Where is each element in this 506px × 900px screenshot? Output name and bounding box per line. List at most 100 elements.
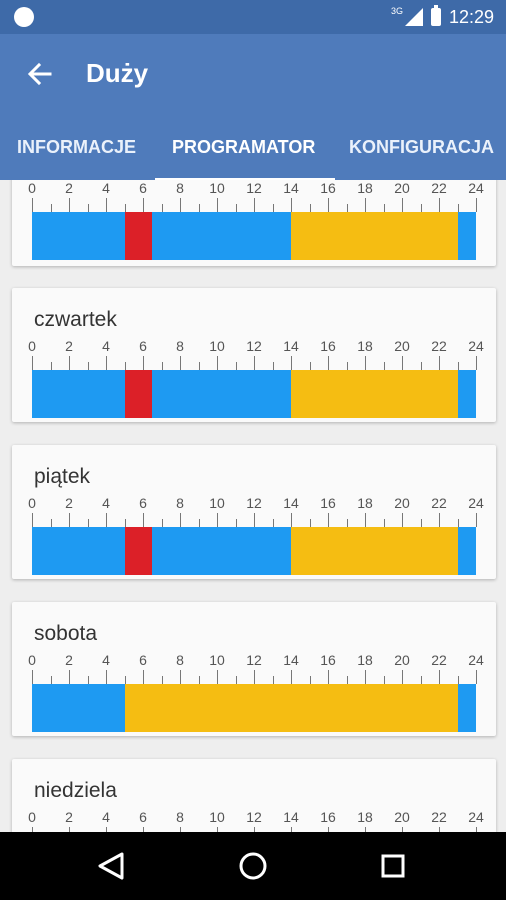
hour-tick <box>217 670 218 684</box>
schedule-bar[interactable] <box>32 370 476 418</box>
schedule-segment[interactable] <box>457 527 476 575</box>
hour-tick <box>180 670 181 684</box>
hour-tick <box>328 198 329 212</box>
hour-label: 22 <box>431 652 447 668</box>
status-icons: 3G 12:29 <box>391 0 494 34</box>
hour-tick <box>32 356 33 370</box>
hour-tick <box>217 827 218 832</box>
schedule-segment[interactable] <box>124 212 153 260</box>
hour-tick <box>217 356 218 370</box>
hour-tick <box>235 204 237 212</box>
hour-tick <box>87 204 89 212</box>
schedule-list[interactable]: 0 2 4 6 8 10 12 14 16 18 20 22 24 czwartek 0 2 4 6 8 10 12 14… <box>0 180 506 832</box>
tab-konfiguracja[interactable]: KONFIGURACJA <box>349 137 495 157</box>
hour-tick <box>106 513 107 527</box>
schedule-segment[interactable] <box>152 527 291 575</box>
day-card[interactable]: sobota 0 2 4 6 8 10 12 14 16 18 20 22 24 <box>12 602 496 736</box>
schedule-bar[interactable] <box>32 212 476 260</box>
hour-label: 20 <box>394 338 410 354</box>
hour-label: 8 <box>176 180 184 196</box>
hour-label: 14 <box>283 495 299 511</box>
hour-tick <box>198 362 200 370</box>
day-name: niedziela <box>34 779 117 802</box>
hour-label: 4 <box>102 495 110 511</box>
hour-tick <box>402 670 403 684</box>
tab-programator[interactable]: PROGRAMATOR <box>172 137 316 157</box>
active-tab-indicator <box>155 178 335 181</box>
network-type: 3G <box>390 6 403 16</box>
hour-tick <box>457 204 459 212</box>
hour-label: 4 <box>102 180 110 196</box>
schedule-segment[interactable] <box>457 684 476 732</box>
triangle-back-icon[interactable] <box>92 846 132 886</box>
hour-label: 14 <box>283 180 299 196</box>
hour-tick <box>365 356 366 370</box>
schedule-bar[interactable] <box>32 527 476 575</box>
schedule-segment[interactable] <box>124 684 458 732</box>
hour-tick <box>291 356 292 370</box>
hour-tick <box>346 519 348 527</box>
hour-tick <box>328 827 329 832</box>
hour-tick <box>69 827 70 832</box>
day-card[interactable]: niedziela 0 2 4 6 8 10 12 14 16 18 20 22 24 <box>12 759 496 832</box>
hour-label: 4 <box>102 338 110 354</box>
hour-tick <box>254 356 255 370</box>
hour-tick <box>383 204 385 212</box>
hour-tick <box>309 676 311 684</box>
hour-tick <box>106 827 107 832</box>
day-card[interactable]: piątek 0 2 4 6 8 10 12 14 16 18 20 22 24 <box>12 445 496 579</box>
day-card[interactable]: czwartek 0 2 4 6 8 10 12 14 16 18 20 22 24 <box>12 288 496 422</box>
hour-tick <box>346 362 348 370</box>
hour-label: 16 <box>320 495 336 511</box>
hour-label: 0 <box>28 180 36 196</box>
schedule-bar[interactable] <box>32 684 476 732</box>
hour-tick <box>50 519 52 527</box>
schedule-segment[interactable] <box>152 212 291 260</box>
hour-tick <box>346 204 348 212</box>
day-card[interactable]: 0 2 4 6 8 10 12 14 16 18 20 22 24 <box>12 180 496 266</box>
hour-label: 16 <box>320 180 336 196</box>
hour-label: 0 <box>28 338 36 354</box>
hour-tick <box>198 676 200 684</box>
hour-tick <box>254 513 255 527</box>
schedule-segment[interactable] <box>152 370 291 418</box>
hour-label: 10 <box>209 180 225 196</box>
schedule-segment[interactable] <box>291 212 458 260</box>
square-recents-icon[interactable] <box>373 846 413 886</box>
hour-label: 20 <box>394 495 410 511</box>
schedule-segment[interactable] <box>32 527 125 575</box>
tab-informacje[interactable]: INFORMACJE <box>17 137 137 157</box>
hour-label: 16 <box>320 652 336 668</box>
hour-scale: 0 2 4 6 8 10 12 14 16 18 20 22 24 <box>28 652 484 684</box>
circle-home-icon[interactable] <box>233 846 273 886</box>
schedule-segment[interactable] <box>32 370 125 418</box>
hour-label: 18 <box>357 180 373 196</box>
hour-tick <box>161 676 163 684</box>
schedule-segment[interactable] <box>32 684 125 732</box>
hour-tick <box>272 362 274 370</box>
hour-label: 22 <box>431 495 447 511</box>
hour-label: 12 <box>246 180 262 196</box>
hour-tick <box>50 362 52 370</box>
notification-dot-icon <box>14 7 34 27</box>
schedule-segment[interactable] <box>457 370 476 418</box>
hour-tick <box>235 519 237 527</box>
hour-tick <box>272 204 274 212</box>
schedule-segment[interactable] <box>291 527 458 575</box>
hour-tick <box>32 198 33 212</box>
schedule-segment[interactable] <box>32 212 125 260</box>
schedule-segment[interactable] <box>457 212 476 260</box>
hour-label: 6 <box>139 652 147 668</box>
hour-label: 10 <box>209 495 225 511</box>
arrow-left-icon[interactable] <box>24 54 56 94</box>
hour-label: 16 <box>320 338 336 354</box>
hour-tick <box>32 670 33 684</box>
hour-label: 14 <box>283 338 299 354</box>
schedule-segment[interactable] <box>124 527 153 575</box>
day-name: sobota <box>34 622 98 645</box>
schedule-segment[interactable] <box>124 370 153 418</box>
hour-tick <box>50 676 52 684</box>
hour-tick <box>476 198 477 212</box>
schedule-segment[interactable] <box>291 370 458 418</box>
hour-tick <box>439 827 440 832</box>
